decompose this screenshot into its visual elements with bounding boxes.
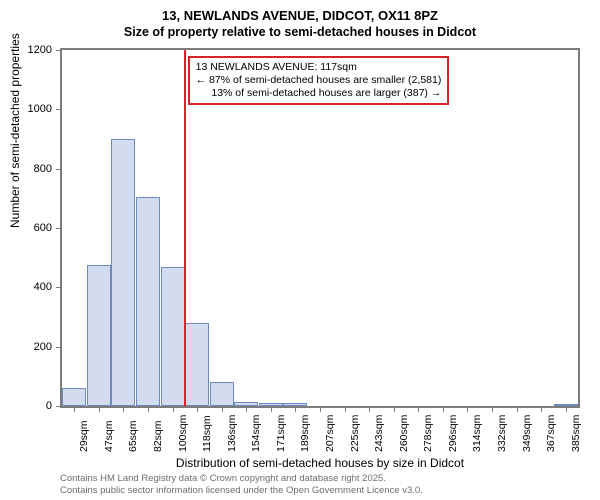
xtick-mark xyxy=(467,406,468,412)
bar xyxy=(136,197,160,406)
xtick-label: 118sqm xyxy=(201,415,213,452)
bar xyxy=(111,139,135,406)
ytick-label: 1200 xyxy=(28,44,52,56)
xtick-label: 243sqm xyxy=(373,415,385,452)
footer-line1: Contains HM Land Registry data © Crown c… xyxy=(60,473,423,484)
xtick-label: 29sqm xyxy=(78,420,90,452)
xtick-mark xyxy=(369,406,370,412)
ytick-mark xyxy=(56,169,62,170)
chart-container: 13, NEWLANDS AVENUE, DIDCOT, OX11 8PZ Si… xyxy=(0,0,600,500)
xtick-mark xyxy=(222,406,223,412)
ytick-label: 600 xyxy=(34,222,52,234)
xtick-mark xyxy=(173,406,174,412)
xtick-label: 260sqm xyxy=(398,415,410,452)
chart-title-line1: 13, NEWLANDS AVENUE, DIDCOT, OX11 8PZ xyxy=(0,8,600,23)
annotation-box: 13 NEWLANDS AVENUE: 117sqm← 87% of semi-… xyxy=(188,56,450,105)
xtick-label: 136sqm xyxy=(226,415,238,452)
xtick-mark xyxy=(394,406,395,412)
reference-line xyxy=(184,50,186,406)
xtick-mark xyxy=(197,406,198,412)
xtick-label: 314sqm xyxy=(471,415,483,452)
bar xyxy=(87,265,111,406)
annotation-line: 13% of semi-detached houses are larger (… xyxy=(196,87,442,100)
xtick-mark xyxy=(271,406,272,412)
plot-area: 02004006008001000120013 NEWLANDS AVENUE:… xyxy=(60,48,580,408)
xtick-label: 189sqm xyxy=(299,415,311,452)
xtick-mark xyxy=(492,406,493,412)
annotation-line: 13 NEWLANDS AVENUE: 117sqm xyxy=(196,61,442,74)
ytick-mark xyxy=(56,287,62,288)
xtick-label: 65sqm xyxy=(127,420,139,452)
xtick-label: 332sqm xyxy=(496,415,508,452)
xtick-label: 278sqm xyxy=(422,415,434,452)
xtick-mark xyxy=(246,406,247,412)
ytick-mark xyxy=(56,347,62,348)
xtick-mark xyxy=(148,406,149,412)
xtick-mark xyxy=(295,406,296,412)
footer-line2: Contains public sector information licen… xyxy=(60,485,423,496)
ytick-label: 800 xyxy=(34,163,52,175)
xtick-label: 154sqm xyxy=(250,415,262,452)
annotation-line: ← 87% of semi-detached houses are smalle… xyxy=(196,74,442,87)
ytick-label: 1000 xyxy=(28,103,52,115)
xtick-mark xyxy=(74,406,75,412)
xtick-label: 100sqm xyxy=(177,415,189,452)
xtick-mark xyxy=(566,406,567,412)
ytick-label: 400 xyxy=(34,281,52,293)
chart-title-line2: Size of property relative to semi-detach… xyxy=(0,25,600,39)
y-axis-label: Number of semi-detached properties xyxy=(8,33,22,228)
bar xyxy=(161,267,185,406)
ytick-mark xyxy=(56,228,62,229)
xtick-mark xyxy=(99,406,100,412)
ytick-label: 0 xyxy=(46,400,52,412)
xtick-label: 82sqm xyxy=(152,420,164,452)
xtick-label: 349sqm xyxy=(521,415,533,452)
xtick-label: 207sqm xyxy=(324,415,336,452)
xtick-mark xyxy=(541,406,542,412)
ytick-mark xyxy=(56,50,62,51)
xtick-label: 171sqm xyxy=(275,415,287,452)
bar xyxy=(185,323,209,406)
x-axis-label: Distribution of semi-detached houses by … xyxy=(60,456,580,470)
xtick-label: 367sqm xyxy=(545,415,557,452)
xtick-mark xyxy=(443,406,444,412)
xtick-mark xyxy=(418,406,419,412)
xtick-label: 296sqm xyxy=(447,415,459,452)
xtick-mark xyxy=(345,406,346,412)
xtick-mark xyxy=(123,406,124,412)
xtick-mark xyxy=(517,406,518,412)
xtick-label: 47sqm xyxy=(103,420,115,452)
xtick-mark xyxy=(320,406,321,412)
ytick-label: 200 xyxy=(34,341,52,353)
ytick-mark xyxy=(56,109,62,110)
ytick-mark xyxy=(56,406,62,407)
xtick-label: 385sqm xyxy=(570,415,582,452)
bar xyxy=(210,382,234,406)
bar xyxy=(62,388,86,406)
xtick-label: 225sqm xyxy=(349,415,361,452)
attribution-footer: Contains HM Land Registry data © Crown c… xyxy=(60,473,423,496)
